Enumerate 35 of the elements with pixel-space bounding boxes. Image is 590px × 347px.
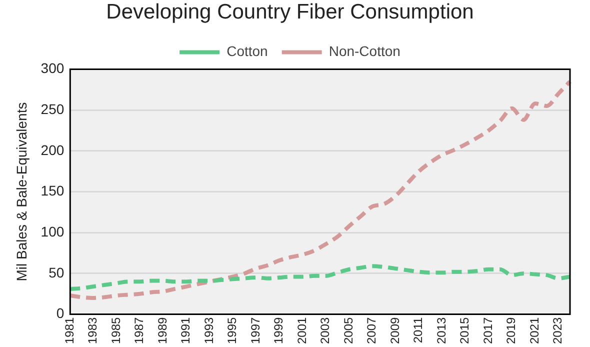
x-tick-label: 1987	[132, 316, 146, 344]
x-tick-label: 1991	[178, 316, 193, 344]
x-tick-label: 2021	[527, 316, 542, 344]
x-tick-label: 1999	[272, 316, 286, 344]
y-tick-label: 0	[56, 305, 64, 322]
y-axis-title: Mil Bales & Bale-Equivalents	[13, 102, 30, 282]
x-tick-label: 1993	[202, 316, 216, 344]
x-tick-label: 2005	[341, 316, 356, 344]
x-tick-label: 1997	[248, 316, 262, 344]
y-tick-label: 50	[48, 264, 64, 280]
x-tick-label: 2009	[388, 316, 402, 344]
x-tick-label: 2019	[504, 316, 518, 344]
x-tick-label: 2003	[318, 316, 332, 344]
line-series	[68, 79, 572, 300]
legend-label: Non-Cotton	[328, 43, 400, 60]
chart-title: Developing Country Fiber Consumption	[106, 0, 474, 24]
y-tick-label: 150	[40, 182, 64, 199]
x-tick-label: 1995	[225, 316, 240, 344]
y-tick-label: 100	[40, 223, 64, 240]
x-tick-label: 2013	[434, 316, 448, 344]
x-tick-label: 2023	[550, 316, 565, 344]
x-tick-label: 1983	[86, 316, 100, 344]
y-tick-label: 200	[40, 142, 64, 158]
legend-label: Cotton	[226, 43, 268, 60]
x-tick-label: 1989	[155, 316, 170, 344]
y-tick-label: 300	[40, 60, 64, 76]
x-tick-label: 2011	[411, 316, 426, 344]
line-series	[68, 264, 572, 291]
x-tick-label: 2007	[364, 316, 379, 344]
x-tick-label: 1981	[62, 316, 76, 344]
y-tick-label: 250	[40, 100, 64, 117]
x-tick-label: 2015	[458, 316, 472, 344]
x-tick-label: 1985	[108, 316, 123, 344]
x-tick-label: 2001	[294, 316, 309, 344]
x-tick-label: 2017	[480, 316, 495, 344]
